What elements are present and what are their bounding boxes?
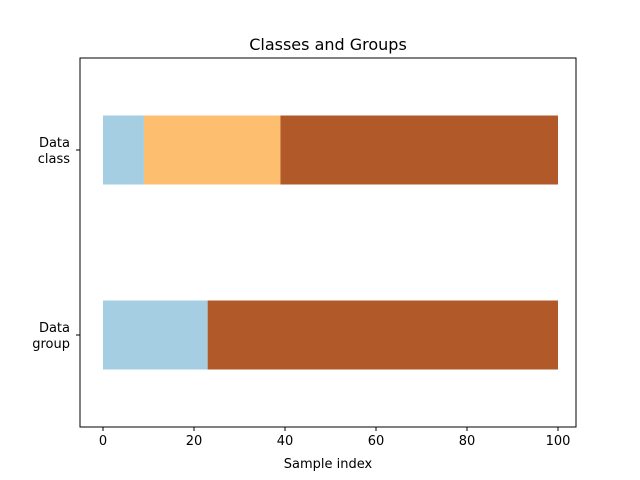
x-tick-label: 40	[277, 434, 294, 449]
plot-frame	[79, 57, 577, 428]
x-axis-label: Sample index	[284, 457, 373, 472]
bar-segment	[143, 115, 281, 185]
x-axis: 0 20 40 60 80 100	[99, 427, 571, 449]
x-tick-label: 80	[459, 434, 476, 449]
x-tick-label: 0	[99, 434, 107, 449]
bar-segment	[280, 115, 558, 185]
y-tick-label: Data class	[38, 136, 70, 167]
bars	[103, 115, 558, 370]
y-axis: Data class Data group	[32, 136, 80, 352]
bar-segment	[103, 300, 208, 370]
chart-title: Classes and Groups	[249, 35, 407, 54]
bar-segment	[103, 115, 144, 185]
y-tick-label: Data group	[32, 321, 70, 352]
bar-segment	[207, 300, 558, 370]
x-tick-label: 100	[546, 434, 571, 449]
x-tick-label: 20	[186, 434, 203, 449]
x-tick-label: 60	[368, 434, 385, 449]
